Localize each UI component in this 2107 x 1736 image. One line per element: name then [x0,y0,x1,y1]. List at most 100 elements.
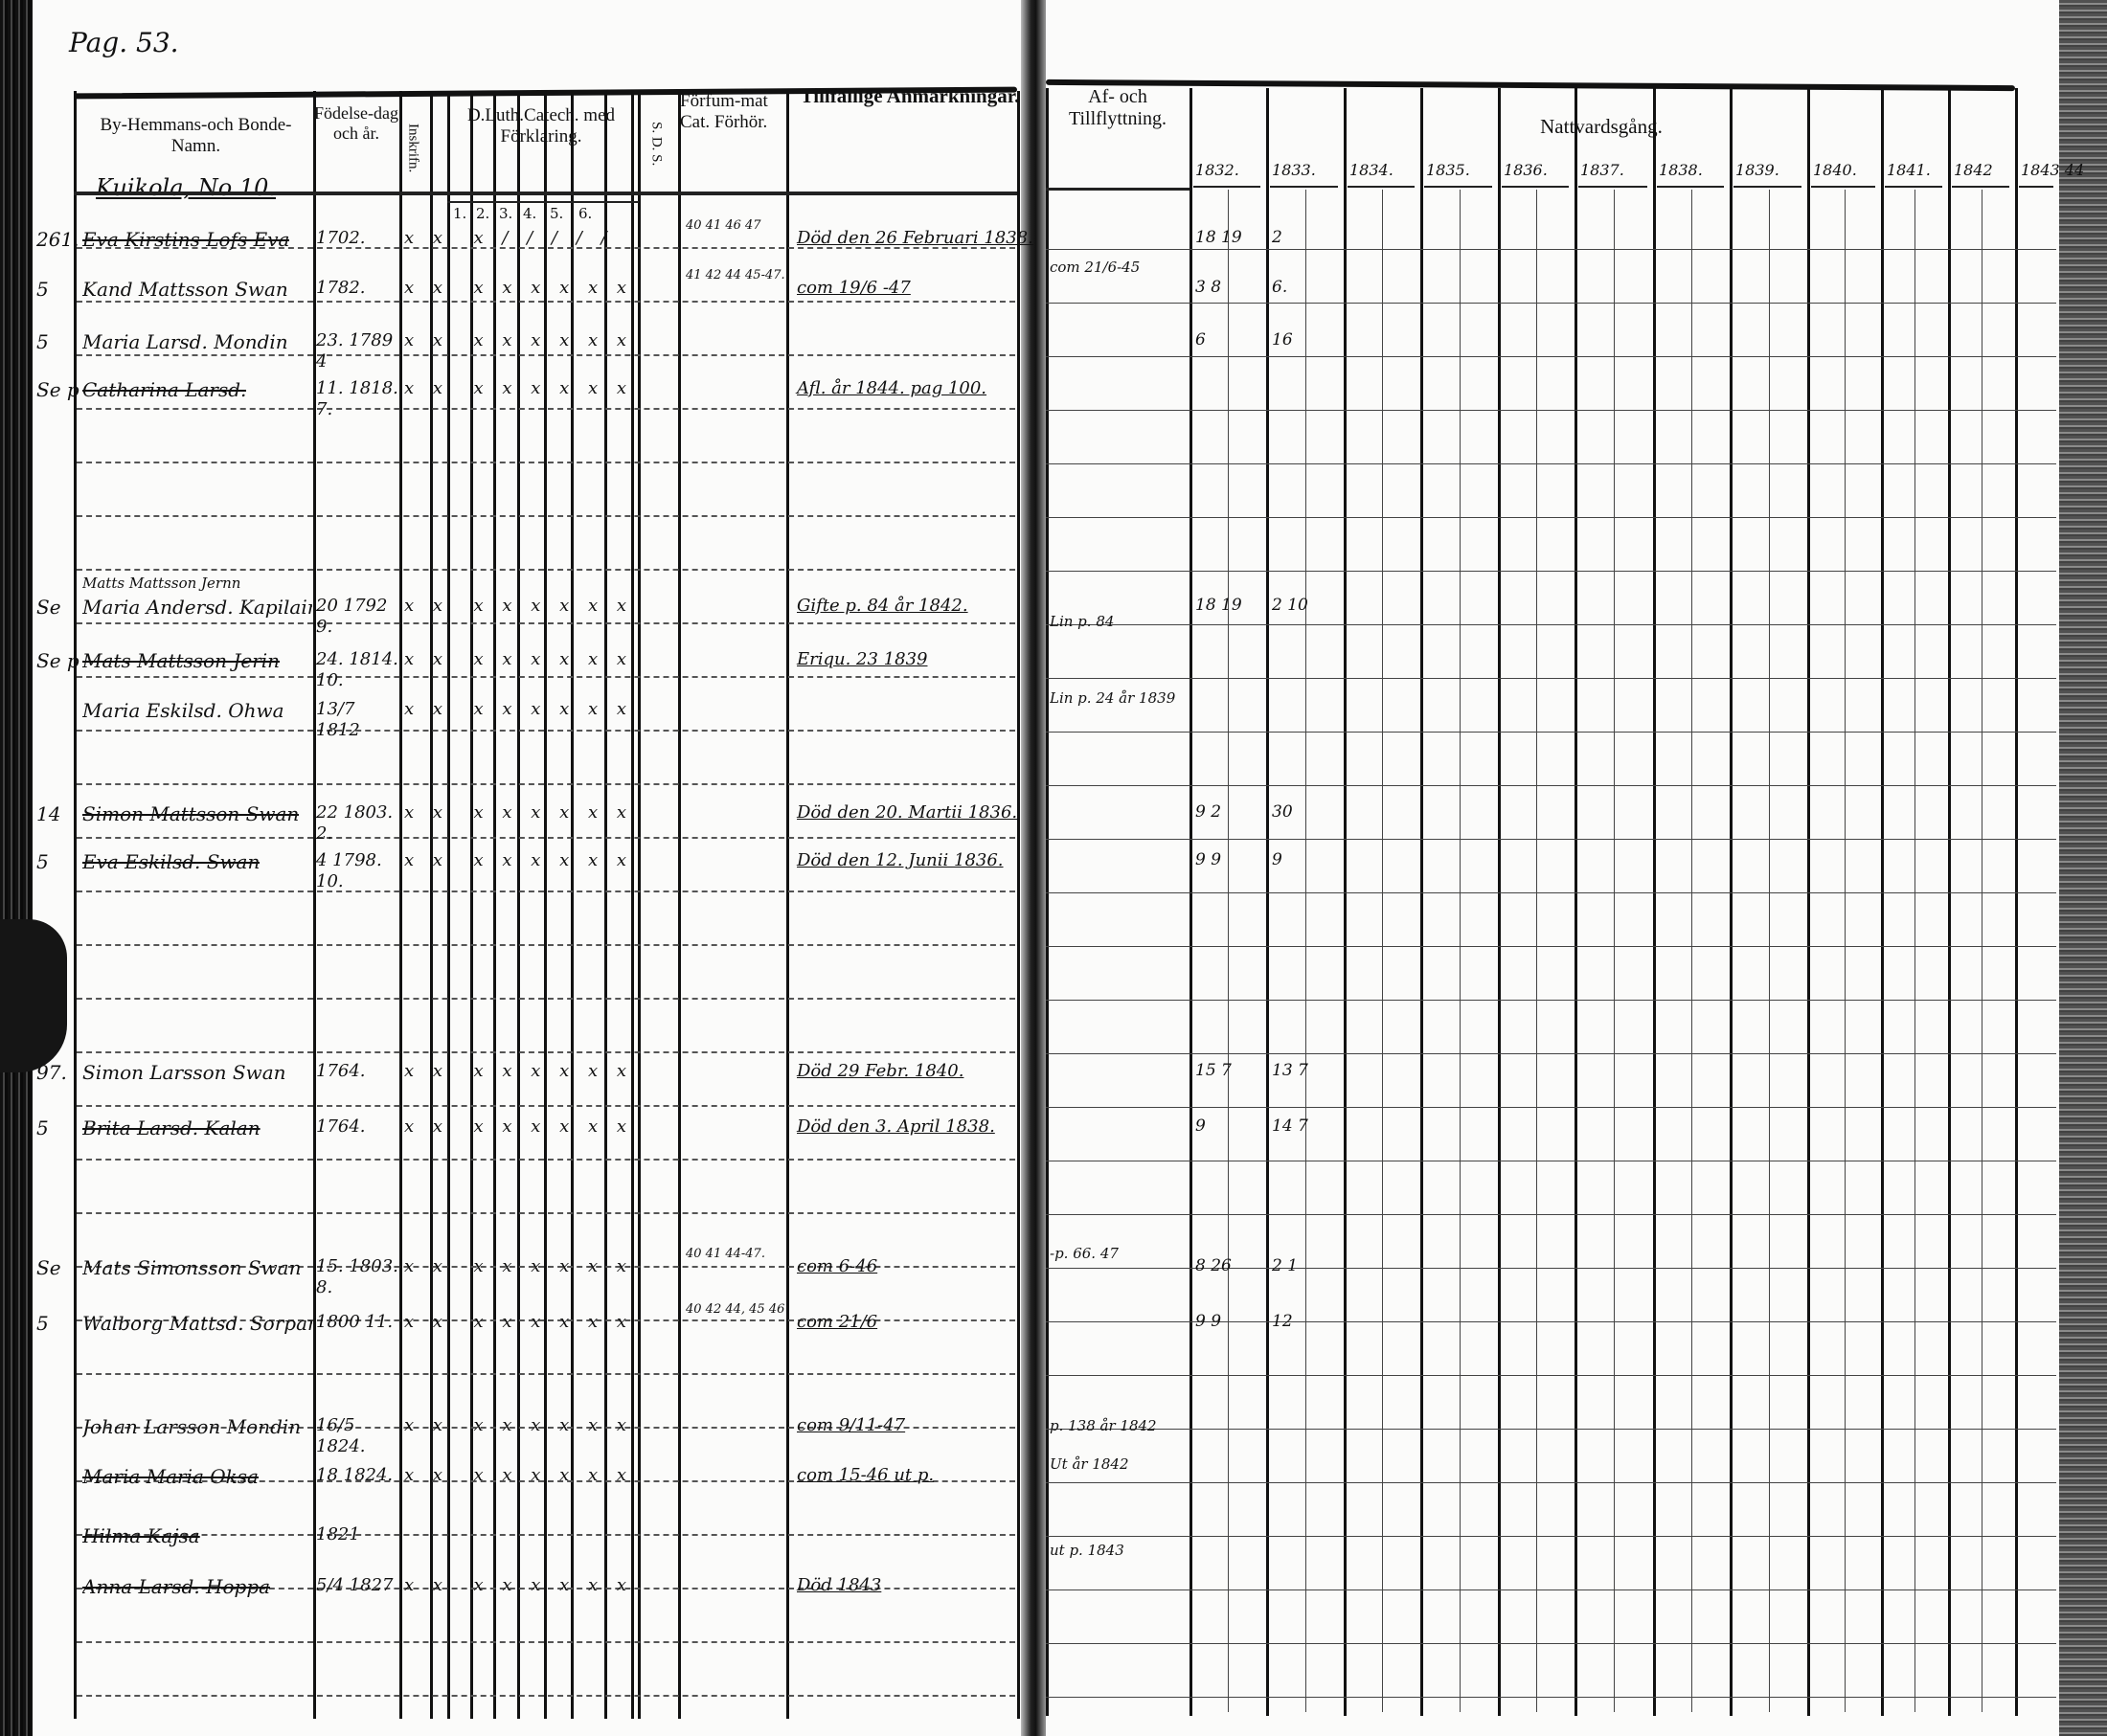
column-rule [571,91,574,1719]
person-name: Anna Larsd. Hoppa [82,1575,271,1598]
book-binding-left [0,0,33,1736]
margin-number: 5 [36,278,49,301]
person-name: Simon Mattsson Swan [82,802,300,825]
year-underline [1502,186,1569,188]
row-rule [1046,1268,2056,1269]
catechism-subheader-rule [447,201,639,203]
catechism-marks: x x x / / / / / [404,228,614,248]
margin-number: 5 [36,330,49,353]
birth-date: 11. 1818. 7. [316,378,398,419]
row-rule [1046,839,2056,840]
remark: Död den 12. Junii 1836. [797,850,1004,870]
row-rule [77,1641,1015,1643]
catechism-hearing-years: 40 42 44, 45 46 [686,1302,785,1317]
margin-number: 261. [36,228,79,251]
column-rule [678,91,681,1719]
catechism-marks: x x x x x x x x [404,1116,633,1137]
row-rule [77,515,1015,517]
birth-date: 18 1824. [316,1465,394,1485]
year-label: 1838. [1659,161,1703,179]
communion-record: 2 10 [1272,596,1308,615]
year-label: 1837. [1580,161,1624,179]
header-moving: Af- och Tillflyttning. [1068,86,1167,129]
catechism-marks: x x x x x x x x [404,1575,633,1595]
year-underline [1193,186,1260,188]
birth-date: 1782. [316,278,366,298]
row-rule [77,730,1015,732]
person-name: Mats Mattsson Jerin [82,649,281,672]
binding-ribbon [0,919,67,1072]
column-rule [313,91,316,1719]
birth-date: 1702. [316,228,366,248]
header-remarks: Tillfällige Anmärkningar. [800,84,1020,107]
row-rule [1046,249,2056,250]
communion-record: 9 2 [1195,802,1222,822]
row-rule [77,1427,1015,1429]
column-rule [74,91,77,1719]
person-name: Eva Eskilsd. Swan [82,850,261,873]
row-rule [77,676,1015,678]
birth-date: 4 1798. 10. [316,850,382,891]
header-inskrivning: Inskrifn. [405,124,421,173]
column-rule [447,91,450,1719]
year-underline [1811,186,1875,188]
moving-note: -p. 66. 47 [1050,1245,1119,1262]
communion-record: 18 19 [1195,596,1242,615]
communion-record: 9 9 [1195,850,1222,869]
communion-record: 9 [1272,850,1282,869]
catechism-column-label: 3. [499,205,513,222]
column-rule [1730,88,1733,1716]
row-rule [1046,624,2056,625]
column-rule [1575,88,1577,1716]
row-rule [77,1212,1015,1214]
column-rule [1046,88,1049,1716]
catechism-column-label: 4. [523,205,537,222]
row-rule [77,944,1015,946]
sub-column-rule [1614,190,1615,1712]
catechism-marks: x x x x x x x x [404,1256,633,1276]
header-communion: Nattvardsgång. [1540,115,1663,138]
year-label: 1839. [1735,161,1779,179]
year-underline [1424,186,1492,188]
row-rule [1046,678,2056,679]
row-rule [1046,1214,2056,1215]
sub-column-rule [1304,190,1306,1712]
column-rule [1498,88,1501,1716]
birth-date: 23. 1789 4 [316,330,394,372]
year-underline [1657,186,1724,188]
moving-note: Lin p. 24 år 1839 [1050,689,1176,707]
catechism-marks: x x x x x x x x [404,1061,633,1081]
margin-number: 97. [36,1061,67,1084]
row-rule [77,462,1015,463]
year-label: 1835. [1426,161,1470,179]
communion-record: 6 [1195,330,1206,349]
row-rule [1046,463,2056,464]
year-label: 1840. [1813,161,1857,179]
row-rule [77,1588,1015,1589]
birth-date: 1800 11. [316,1312,394,1332]
remark: com 21/6 [797,1312,878,1332]
column-rule [517,91,520,1719]
catechism-marks: x x x x x x x x [404,649,633,669]
row-rule [1046,1107,2056,1108]
column-rule [1189,88,1192,1716]
communion-record: 14 7 [1272,1116,1308,1136]
year-label: 1833. [1272,161,1316,179]
book-edge-right [2059,0,2107,1736]
catechism-column-label: 2. [476,205,490,222]
header-forfum: Förfum-mat Cat. Förhör. [680,91,768,132]
catechism-marks: x x x x x x x x [404,1465,633,1485]
person-name: Matts Mattsson Jernn [82,575,241,592]
moving-note: Lin p. 84 [1050,613,1115,630]
year-underline [1733,186,1801,188]
catechism-marks: x x x x x x x x [404,699,633,719]
birth-date: 1764. [316,1061,366,1081]
margin-number: Se [36,596,61,619]
column-rule [470,91,473,1719]
row-rule [77,837,1015,839]
birth-date: 22 1803. 2. [316,802,394,844]
page-gutter [1021,0,1046,1736]
year-underline [1348,186,1415,188]
column-rule [1266,88,1269,1716]
birth-date: 20 1792 9. [316,596,388,637]
